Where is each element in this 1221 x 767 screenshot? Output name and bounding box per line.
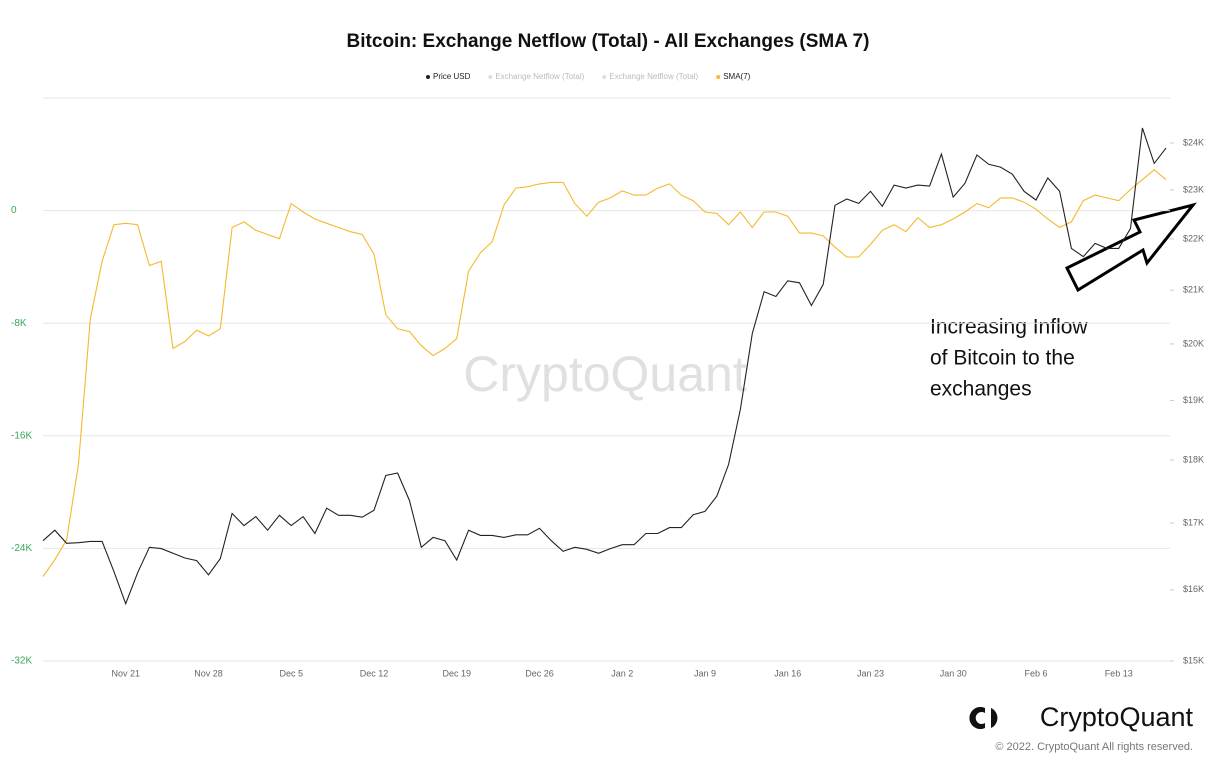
legend-label: Price USD (433, 72, 471, 81)
legend-label: SMA(7) (723, 72, 750, 81)
y2-tick-label: $19K (1183, 395, 1204, 405)
x-tick-label: Nov 21 (111, 668, 140, 678)
y-tick-label: 0 (11, 205, 17, 216)
x-tick-label: Feb 13 (1105, 668, 1133, 678)
y2-tick-label: $22K (1183, 233, 1204, 243)
annotation-text: exchanges (930, 378, 1032, 401)
y2-tick-label: $15K (1183, 655, 1204, 665)
legend-marker (488, 75, 493, 79)
legend-marker (602, 75, 607, 79)
y2-tick-label: $21K (1183, 285, 1204, 295)
x-tick-label: Jan 9 (694, 668, 716, 678)
series-line (42, 127, 1167, 606)
x-tick-label: Nov 28 (194, 668, 223, 678)
watermark: CryptoQuant (463, 346, 747, 402)
y-tick-label: -16K (11, 430, 32, 441)
legend-marker (716, 75, 721, 79)
y-tick-label: -32K (11, 656, 32, 667)
series-line (42, 169, 1167, 577)
y2-tick-label: $16K (1183, 584, 1204, 594)
y2-tick-label: $17K (1183, 517, 1204, 527)
copyright: © 2022. CryptoQuant All rights reserved. (995, 741, 1193, 753)
annotation-arrow (1064, 202, 1197, 293)
legend-label: Exchange Netflow (Total) (609, 72, 698, 81)
y2-tick-label: $20K (1183, 338, 1204, 348)
x-tick-label: Dec 5 (279, 668, 303, 678)
x-tick-label: Jan 23 (857, 668, 884, 678)
x-tick-label: Feb 6 (1024, 668, 1047, 678)
brand: CryptoQuant (1040, 702, 1194, 732)
brand-logo-icon (969, 707, 998, 729)
y-tick-label: -8K (11, 318, 27, 329)
legend-marker (426, 75, 430, 79)
annotation: Increasing Inflow of Bitcoin to the exchan… (930, 316, 1088, 401)
x-tick-label: Dec 12 (360, 668, 389, 678)
x-tick-label: Jan 2 (611, 668, 633, 678)
y2-tick-label: $23K (1183, 184, 1204, 194)
x-tick-label: Jan 16 (774, 668, 801, 678)
chart-title: Bitcoin: Exchange Netflow (Total) - All … (347, 31, 870, 52)
legend-label: Exchange Netflow (Total) (495, 72, 584, 81)
annotation-text: of Bitcoin to the (930, 347, 1075, 370)
y2-tick-label: $18K (1183, 454, 1204, 464)
x-tick-label: Dec 26 (525, 668, 554, 678)
y2-tick-label: $24K (1183, 137, 1204, 147)
y-tick-label: -24K (11, 543, 32, 554)
x-tick-label: Dec 19 (442, 668, 471, 678)
annotation-text: Increasing Inflow (930, 316, 1088, 339)
x-tick-label: Jan 30 (940, 668, 967, 678)
